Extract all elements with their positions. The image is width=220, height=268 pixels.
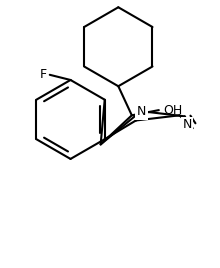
Text: N: N (183, 118, 192, 131)
Text: OH: OH (163, 104, 182, 117)
Text: N: N (136, 105, 146, 118)
Text: F: F (40, 68, 47, 81)
